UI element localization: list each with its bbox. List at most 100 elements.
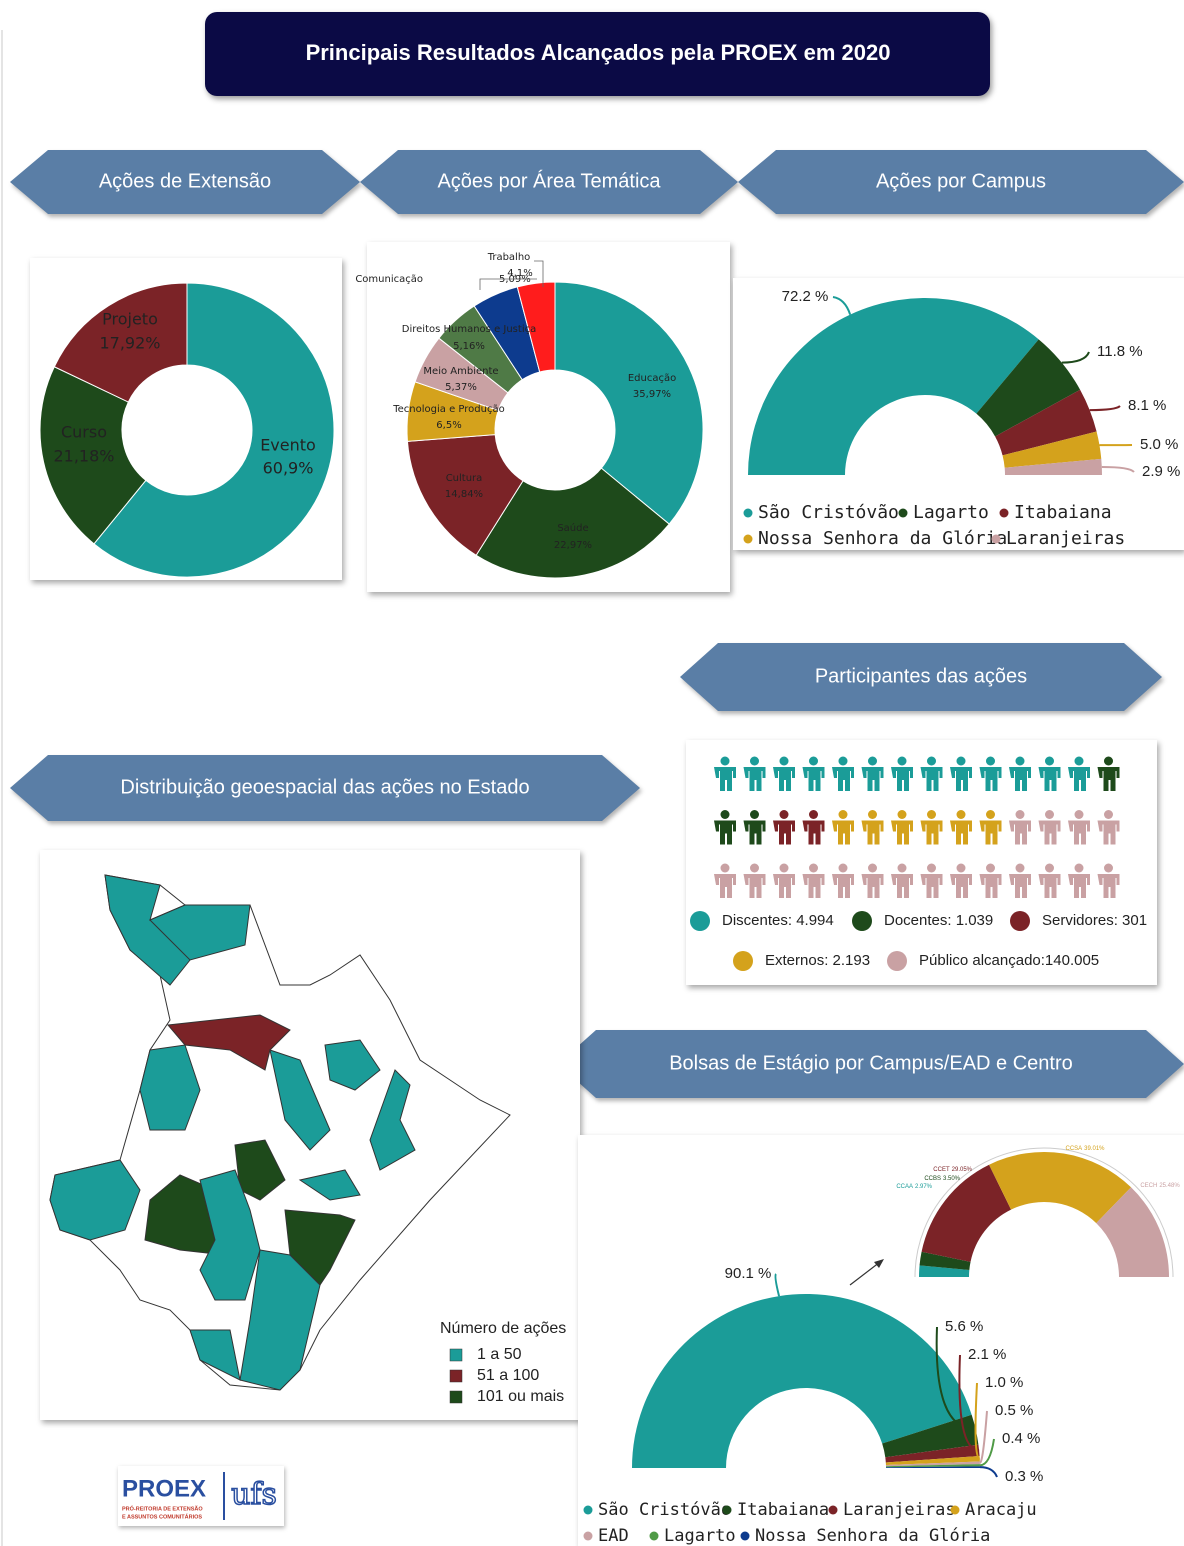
person-icon [832, 810, 854, 845]
legend-dot [583, 1505, 593, 1515]
municipality [139, 1044, 201, 1131]
icon-body [743, 820, 766, 845]
icon-head [868, 863, 877, 873]
person-icon [802, 756, 825, 791]
slice [1002, 431, 1102, 468]
legend-label: Externos: 2.193 [765, 952, 870, 969]
leader-line [832, 296, 852, 315]
slice [885, 1461, 980, 1467]
person-icon [920, 810, 943, 845]
icon-body [861, 874, 884, 898]
data-label: 8.1 % [1128, 397, 1166, 414]
legend-dot [1010, 911, 1030, 931]
section-title: Bolsas de Estágio por Campus/EAD e Centr… [669, 1052, 1073, 1074]
person-icon [950, 756, 972, 791]
leader-line [479, 278, 537, 290]
data-label: 17,92% [99, 334, 160, 353]
legend-label: Discentes: 4.994 [722, 912, 834, 929]
icon-head [1045, 863, 1054, 873]
leader-line [979, 1438, 995, 1467]
slice [885, 1464, 980, 1468]
inset-value: 25.48% [1159, 1183, 1180, 1189]
data-label: 5,37% [445, 382, 477, 393]
data-label: 2.9 % [1142, 463, 1180, 480]
icon-body [979, 767, 1002, 791]
icon-head [897, 863, 907, 873]
icon-body [1068, 767, 1090, 791]
municipality [167, 1014, 291, 1071]
icon-head [809, 756, 818, 766]
data-label: 0.4 % [1002, 1430, 1040, 1447]
section-banner [738, 150, 1184, 214]
person-icon [891, 756, 913, 791]
person-icon [1097, 863, 1120, 898]
data-label: Meio Ambiente [423, 366, 498, 377]
person-icon [950, 810, 972, 845]
leader-line [935, 1326, 976, 1431]
section-banner [10, 755, 640, 821]
data-label: 21,18% [53, 447, 114, 466]
logo: PROEX PRÓ-REITORIA DE EXTENSÃO E ASSUNTO… [118, 1466, 284, 1526]
legend-dot [649, 1531, 659, 1541]
icon-body [1009, 820, 1031, 845]
icon-body [832, 820, 854, 845]
person-icon [891, 863, 913, 898]
person-icon [714, 810, 736, 845]
page-title: Principais Resultados Alcançados pela PR… [306, 40, 891, 65]
icon-head [1015, 756, 1025, 766]
municipality [49, 1159, 141, 1241]
icon-body [861, 767, 884, 791]
municipality [149, 904, 251, 961]
icon-head [897, 810, 907, 819]
legend-label: 101 ou mais [477, 1388, 564, 1405]
icon-head [750, 756, 759, 766]
data-label: 14,84% [445, 489, 483, 500]
person-icon [743, 810, 766, 845]
icon-body [1038, 767, 1061, 791]
legend-dot [991, 534, 1001, 544]
person-icon [1009, 810, 1031, 845]
icon-body [950, 874, 972, 898]
data-label: 60,9% [263, 459, 314, 478]
icon-body [950, 767, 972, 791]
inset-outline [914, 1147, 1174, 1278]
inset-label: CECH 25.48% [1140, 1183, 1180, 1189]
icon-body [714, 820, 736, 845]
data-label: 6,5% [436, 420, 461, 431]
municipality [199, 1169, 261, 1301]
icon-head [927, 810, 936, 819]
data-label: 35,97% [633, 389, 671, 400]
icon-body [950, 820, 972, 845]
data-label: 5.0 % [1140, 436, 1178, 453]
municipality [239, 1249, 321, 1391]
legend-dot [733, 951, 753, 971]
slice [885, 1466, 980, 1468]
icon-head [779, 863, 789, 873]
data-label: 5,09% [499, 274, 531, 285]
icon-body [1068, 820, 1090, 845]
icon-head [838, 863, 848, 873]
legend-dot [583, 1531, 593, 1541]
icon-body [1068, 874, 1090, 898]
icon-head [838, 756, 848, 766]
data-label: 5.6 % [945, 1318, 983, 1335]
slice [976, 339, 1081, 437]
legend-title: Número de ações [440, 1320, 566, 1337]
icon-head [1045, 810, 1054, 819]
header-box [205, 12, 990, 96]
leader-line [1101, 465, 1135, 473]
legend-swatch [449, 1390, 463, 1404]
person-icon [920, 756, 943, 791]
icon-body [832, 767, 854, 791]
person-icon [773, 810, 795, 845]
legend-label: Nossa Senhora da Glória [758, 528, 1007, 549]
logo-subtitle: PRÓ-REITORIA DE EXTENSÃO [122, 1504, 203, 1512]
leader-line [1061, 351, 1090, 364]
legend-label: 51 a 100 [477, 1367, 539, 1384]
legend-dot [828, 1505, 838, 1515]
inset-arrowhead [874, 1259, 884, 1268]
legend-dot [690, 911, 710, 931]
municipality [298, 1169, 361, 1201]
inset-category: CCAA [896, 1184, 913, 1190]
person-icon [979, 756, 1002, 791]
